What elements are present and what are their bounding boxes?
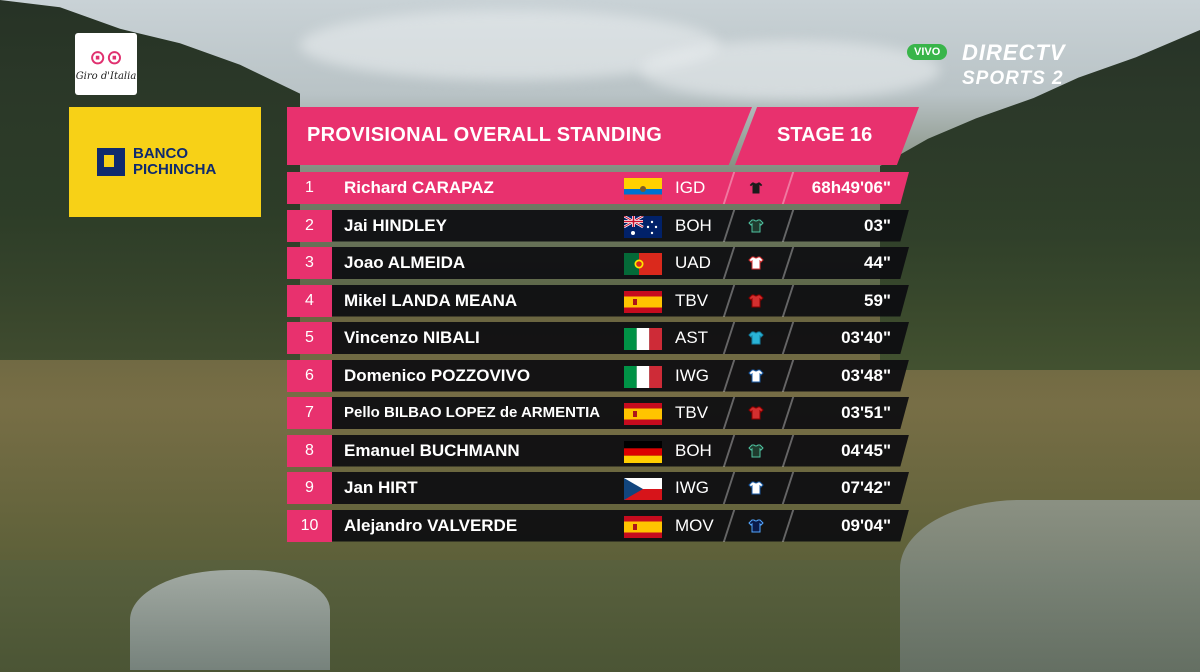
italy-flag <box>624 328 662 350</box>
standing-row: 6 Domenico POZZOVIVO IWG 03'48" <box>287 359 909 392</box>
pond-right <box>900 500 1200 672</box>
team-code: IWG <box>675 478 709 497</box>
time-gap: 44" <box>864 253 891 272</box>
team-code: MOV <box>675 515 714 535</box>
row-band <box>332 359 909 392</box>
rider-name: Alejandro VALVERDE <box>344 515 518 535</box>
rider-name: Pello BILBAO LOPEZ de ARMENTIA <box>344 404 601 421</box>
rider-name: Richard CARAPAZ <box>344 178 494 197</box>
rank-number: 2 <box>287 209 332 242</box>
team-code: AST <box>675 328 709 347</box>
rider-name: Vincenzo NIBALI <box>344 328 480 347</box>
movistar-jersey-icon <box>748 518 764 532</box>
rank-number: 4 <box>287 284 332 317</box>
banco-pichincha-logo-icon <box>97 148 125 176</box>
pond-left <box>130 570 330 670</box>
time-gap: 03" <box>864 215 891 235</box>
standings-header: PROVISIONAL OVERALL STANDING STAGE 16 <box>287 107 919 165</box>
australia-flag <box>624 215 662 238</box>
ineos-jersey-icon <box>748 180 764 195</box>
giro-logo: ⊙⊙ Giro d'Italia <box>75 33 137 95</box>
rider-name: Mikel LANDA MEANA <box>344 290 518 310</box>
time-gap: 03'51" <box>841 403 891 422</box>
rank-number: 7 <box>287 397 332 429</box>
rank-number: 10 <box>287 509 332 542</box>
broadcaster-logo: VIVO DIRECTV SPORTS 2 <box>907 40 1077 95</box>
rider-name: Domenico POZZOVIVO <box>344 365 531 385</box>
germany-flag <box>624 440 662 463</box>
standings-title: PROVISIONAL OVERALL STANDING <box>307 124 663 146</box>
team-code: BOH <box>675 440 712 460</box>
intermarche-jersey-icon <box>748 480 764 495</box>
rank-number: 6 <box>287 359 332 392</box>
standing-row: 10 Alejandro VALVERDE MOV 09'04" <box>287 509 909 542</box>
standing-row: 3 Joao ALMEIDA UAD 44" <box>287 247 909 279</box>
sponsor-name: BANCO PICHINCHA <box>133 146 216 178</box>
standing-row: 8 Emanuel BUCHMANN BOH 04'45" <box>287 434 909 467</box>
standing-row: 1 Richard CARAPAZ IGD 68h49'06" <box>287 172 909 204</box>
astana-jersey-icon <box>748 330 764 345</box>
team-code: IGD <box>675 178 706 197</box>
spain-flag <box>624 403 662 425</box>
time-gap: 04'45" <box>841 440 891 460</box>
row-band <box>332 322 909 354</box>
rank-number: 5 <box>287 322 332 354</box>
sponsor-line2: PICHINCHA <box>133 161 217 178</box>
team-code: IWG <box>675 365 709 385</box>
rank-number: 1 <box>287 172 332 204</box>
row-band <box>332 284 909 317</box>
ecuador-flag <box>624 178 662 200</box>
row-band <box>332 172 909 204</box>
standings-table: 1 Richard CARAPAZ IGD 68h49'06" 2 Jai HINDLEY… <box>287 172 909 547</box>
rider-name: Joao ALMEIDA <box>344 253 466 272</box>
czechia-flag <box>624 478 662 500</box>
time-gap: 07'42" <box>841 478 891 497</box>
team-code: UAD <box>675 253 711 272</box>
sponsor-line1: BANCO <box>133 145 188 162</box>
standing-row: 4 Mikel LANDA MEANA TBV 59" <box>287 284 909 317</box>
standing-row: 2 Jai HINDLEY BOH 03" <box>287 209 909 242</box>
italy-flag <box>624 365 662 388</box>
bicycle-icon: ⊙⊙ <box>89 44 123 69</box>
row-band <box>332 434 909 467</box>
sponsor-banner: BANCO PICHINCHA <box>69 107 261 217</box>
time-gap: 09'04" <box>841 515 891 535</box>
rider-name: Jai HINDLEY <box>344 215 447 235</box>
bora-jersey-icon <box>748 218 764 232</box>
team-code: TBV <box>675 290 709 310</box>
row-band <box>332 397 909 429</box>
intermarche-jersey-icon <box>748 368 764 382</box>
rank-number: 9 <box>287 472 332 504</box>
row-band <box>332 247 909 279</box>
standing-row: 9 Jan HIRT IWG 07'42" <box>287 472 909 504</box>
broadcaster-channel: SPORTS 2 <box>962 68 1064 89</box>
spain-flag <box>624 290 662 313</box>
broadcaster-name: DIRECTV <box>962 40 1066 65</box>
bahrain-jersey-icon <box>748 405 764 420</box>
bahrain-jersey-icon <box>748 293 764 307</box>
rider-name: Jan HIRT <box>344 478 418 497</box>
time-gap: 03'40" <box>841 328 891 347</box>
standing-row: 5 Vincenzo NIBALI AST 03'40" <box>287 322 909 354</box>
team-code: TBV <box>675 403 709 422</box>
time-gap: 03'48" <box>841 365 891 385</box>
rider-name: Emanuel BUCHMANN <box>344 440 520 460</box>
row-band <box>332 472 909 504</box>
bora-jersey-icon <box>748 443 764 457</box>
time-gap: 59" <box>864 290 891 310</box>
standing-row: 7 Pello BILBAO LOPEZ de ARMENTIA TBV 03'51" <box>287 397 909 429</box>
row-band <box>332 209 909 242</box>
time-gap: 68h49'06" <box>811 178 891 197</box>
team-code: BOH <box>675 215 712 235</box>
spain-flag <box>624 515 662 538</box>
uae-jersey-icon <box>748 255 764 270</box>
rank-number: 8 <box>287 434 332 467</box>
live-badge: VIVO <box>907 44 948 60</box>
portugal-flag <box>624 253 662 275</box>
row-band <box>332 509 909 542</box>
cloud <box>640 40 940 100</box>
stage-label: STAGE 16 <box>777 124 873 146</box>
giro-logo-text: Giro d'Italia <box>75 70 137 82</box>
rank-number: 3 <box>287 247 332 279</box>
